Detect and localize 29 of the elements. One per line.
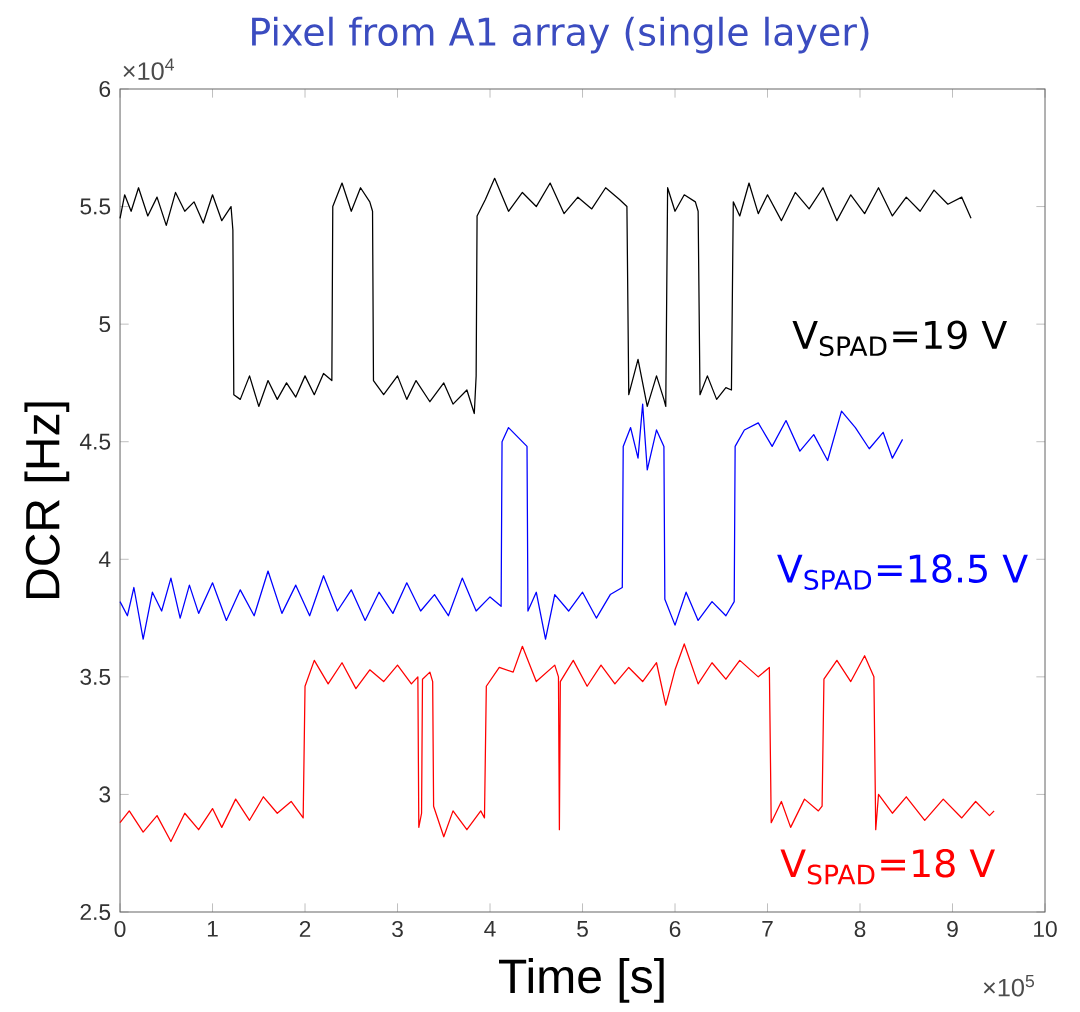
series-label: V$_{SPAD}$=19 V <box>792 320 1007 357</box>
x-tick-label: 8 <box>854 920 866 938</box>
x-tick-label: 0 <box>114 920 126 938</box>
y-axis-title: DCR [Hz] <box>24 402 70 599</box>
x-tick-label: 10 <box>1034 920 1057 938</box>
text: ×10$^{5}$ <box>983 974 1035 997</box>
y-tick-label: 5.5 <box>80 198 111 215</box>
chart-title: Pixel from A1 array (single layer) <box>252 16 869 54</box>
y-tick-label: 3.5 <box>80 668 111 685</box>
x-tick-label: 3 <box>392 920 403 938</box>
series-label: V$_{SPAD}$=18.5 V <box>777 554 1028 590</box>
x-tick-label: 4 <box>484 920 496 937</box>
x-tick-label: 7 <box>762 920 773 937</box>
y-tick-label: 4 <box>98 551 111 568</box>
y-tick-label: 2.5 <box>80 903 111 921</box>
x-tick-label: 6 <box>669 920 681 938</box>
y-tick-label: 3 <box>99 786 111 803</box>
x-tick-label: 5 <box>577 920 588 937</box>
x-tick-label: 9 <box>947 920 958 938</box>
line-series <box>119 177 972 415</box>
y-tick-label: 5 <box>99 316 111 333</box>
y-tick-label: 4.5 <box>79 433 111 450</box>
x-axis-title: Time [s] <box>499 958 664 1003</box>
series-label: V$_{SPAD}$=18 V <box>780 848 995 885</box>
x-tick-label: 2 <box>299 920 311 937</box>
line-series <box>119 643 995 843</box>
y-tick-label: 6 <box>99 80 111 98</box>
text: ×10$^{4}$ <box>123 58 175 81</box>
x-tick-label: 1 <box>207 920 218 937</box>
